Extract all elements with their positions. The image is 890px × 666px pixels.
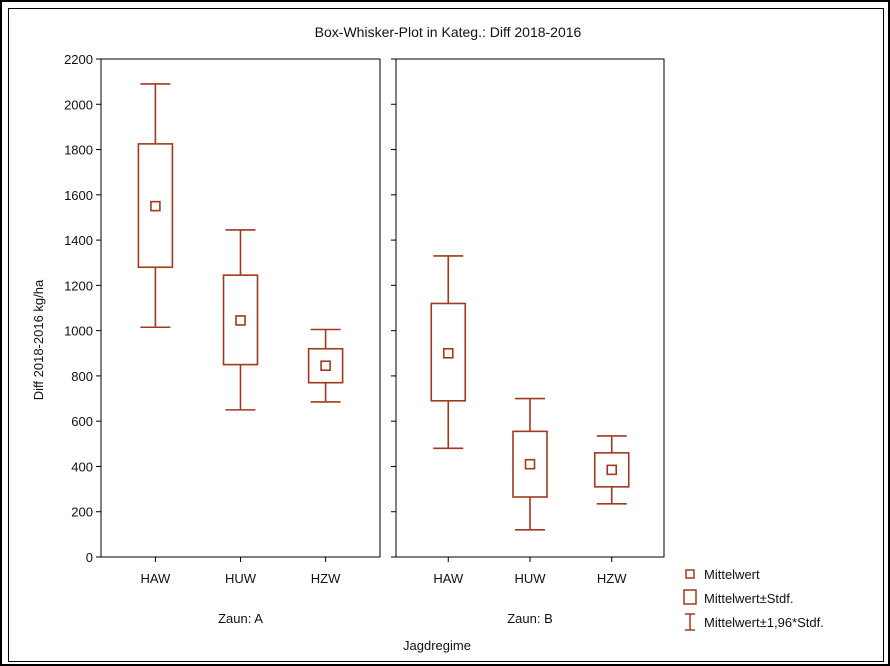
box-huw bbox=[222, 274, 259, 366]
y-tick-label: 800 bbox=[71, 369, 93, 384]
legend-label: Mittelwert±Stdf. bbox=[704, 591, 794, 606]
y-tick-label: 600 bbox=[71, 414, 93, 429]
y-tick-label: 200 bbox=[71, 505, 93, 520]
x-tick-label: HUW bbox=[225, 571, 257, 586]
panels-group: 0 200 400 600 800 1000 1200 1400 1600 1800 2000 220… bbox=[64, 52, 665, 626]
x-tick-label: HZW bbox=[311, 571, 341, 586]
plot-panel-frame-1 bbox=[100, 58, 381, 558]
panel-label-1: Zaun: A bbox=[218, 611, 263, 626]
legend-label: Mittelwert bbox=[704, 567, 760, 582]
mean-marker-hzw bbox=[320, 360, 331, 372]
mean-marker-haw bbox=[442, 347, 454, 359]
box-hzw bbox=[593, 452, 630, 488]
box-hzw bbox=[307, 347, 344, 384]
y-axis-label: Diff 2018-2016 kg/ha bbox=[31, 279, 46, 400]
y-tick-label: 400 bbox=[71, 459, 93, 474]
y-tick-label: 1800 bbox=[64, 143, 93, 158]
x-axis-label: Jagdregime bbox=[403, 638, 471, 653]
mean-marker-hzw bbox=[606, 464, 618, 476]
y-tick-label: 1000 bbox=[64, 324, 93, 339]
mean-marker-haw bbox=[150, 200, 161, 212]
y-tick-label: 0 bbox=[86, 550, 93, 565]
plot-panel-frame-2 bbox=[395, 58, 665, 558]
legend-label: Mittelwert±1,96*Stdf. bbox=[704, 615, 824, 630]
chart-title: Box-Whisker-Plot in Kateg.: Diff 2018-20… bbox=[315, 24, 582, 40]
x-tick-label: HUW bbox=[514, 571, 546, 586]
y-tick-label: 2000 bbox=[64, 97, 93, 112]
legend-box-symbol bbox=[683, 589, 697, 605]
legend: Mittelwert Mittelwert±Stdf. Mittelwert±1,9… bbox=[683, 567, 824, 631]
box-haw bbox=[137, 143, 174, 269]
x-tick-label: HAW bbox=[140, 571, 171, 586]
y-tick-label: 1600 bbox=[64, 188, 93, 203]
legend-mean-symbol bbox=[685, 569, 695, 579]
y-tick-label: 1400 bbox=[64, 233, 93, 248]
y-tick-label: 2200 bbox=[64, 52, 93, 67]
x-tick-label: HZW bbox=[597, 571, 627, 586]
box-haw bbox=[430, 302, 467, 402]
mean-marker-huw bbox=[524, 458, 536, 470]
y-tick-label: 1200 bbox=[64, 278, 93, 293]
mean-marker-huw bbox=[235, 315, 246, 326]
x-tick-label: HAW bbox=[433, 571, 464, 586]
panel-label-2: Zaun: B bbox=[507, 611, 553, 626]
box-huw bbox=[512, 430, 548, 498]
